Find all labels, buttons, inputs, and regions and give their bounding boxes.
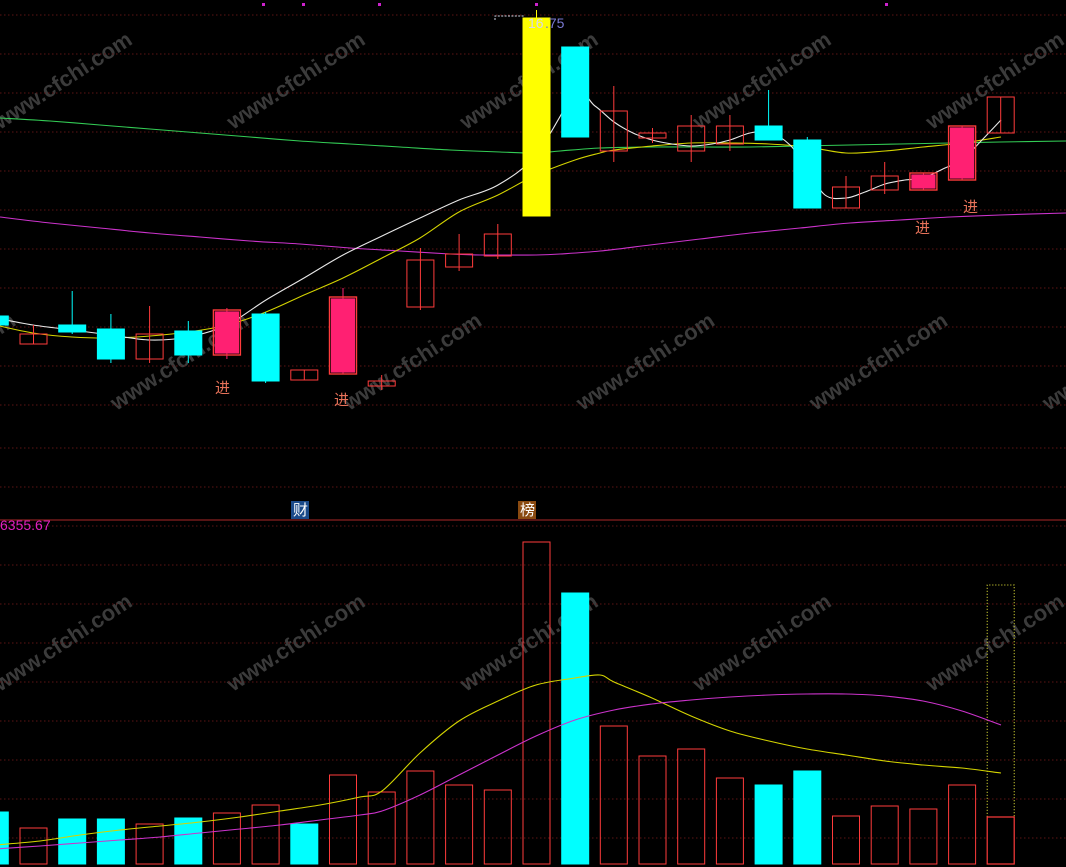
svg-text:财: 财 (293, 502, 308, 519)
svg-text:榜: 榜 (520, 502, 535, 519)
svg-text:进: 进 (963, 199, 978, 216)
svg-text:.75: .75 (545, 15, 565, 31)
svg-text:进: 进 (215, 380, 230, 397)
svg-text:6355.67: 6355.67 (0, 517, 51, 533)
svg-text:进: 进 (334, 392, 349, 409)
svg-text:进: 进 (915, 220, 930, 237)
svg-text:16: 16 (528, 15, 544, 31)
